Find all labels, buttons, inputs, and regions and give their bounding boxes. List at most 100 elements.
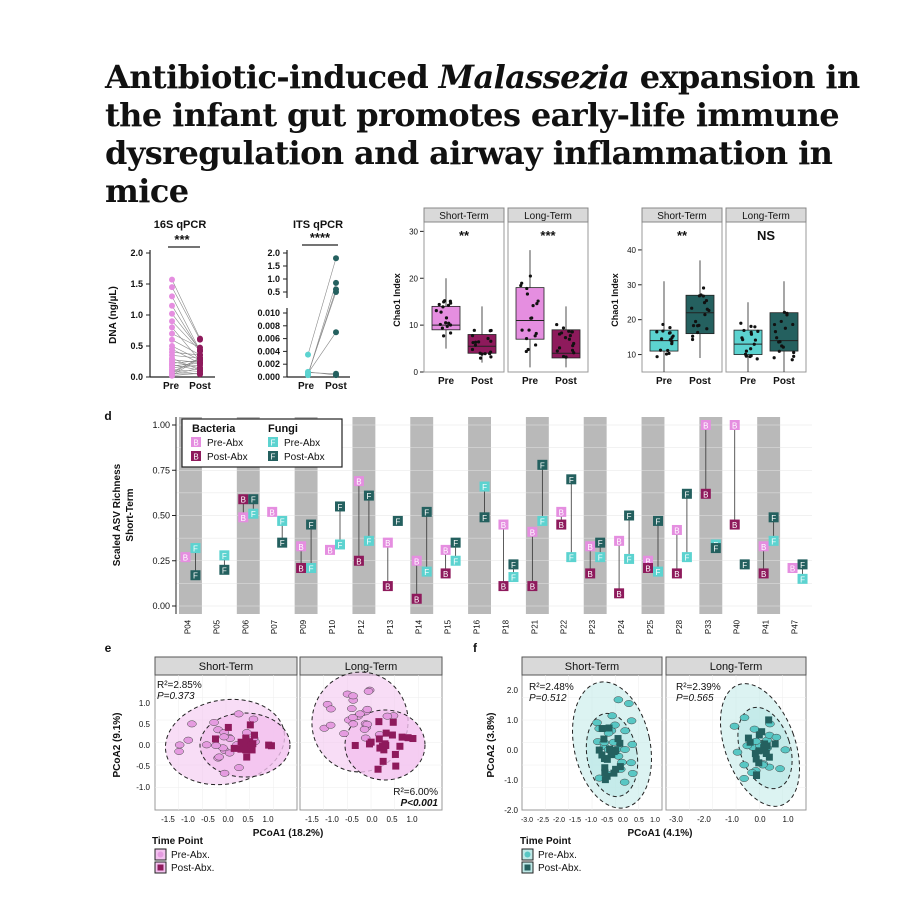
marker-letter: F bbox=[598, 539, 603, 548]
stat-p: P=0.565 bbox=[676, 693, 714, 704]
point-post bbox=[746, 738, 754, 746]
marker-pre-abx bbox=[787, 562, 798, 573]
marker-letter: F bbox=[569, 476, 574, 485]
y-tick-label: -2.0 bbox=[504, 806, 518, 815]
data-point bbox=[489, 355, 493, 359]
x-tick-label: 1.0 bbox=[262, 815, 274, 824]
x-tick-label: -1.0 bbox=[725, 815, 739, 824]
significance-label: ** bbox=[459, 228, 470, 243]
y-tick-label: 2.0 bbox=[507, 686, 519, 695]
data-point bbox=[567, 329, 571, 333]
legend-label: Post-Abx. bbox=[538, 863, 581, 874]
data-point bbox=[658, 348, 663, 352]
panel-d-ylabel: Scaled ASV Richness bbox=[112, 463, 123, 566]
point-post bbox=[392, 762, 400, 770]
data-point bbox=[529, 316, 533, 320]
x-tick-label: P41 bbox=[762, 619, 771, 634]
point-pre bbox=[209, 718, 219, 726]
point-pre bbox=[359, 725, 370, 733]
pre-point bbox=[305, 351, 311, 358]
x-tick-label: P05 bbox=[212, 619, 221, 634]
facet-label: Long-Term bbox=[742, 211, 790, 222]
point-post bbox=[616, 739, 624, 747]
point-post bbox=[605, 724, 613, 732]
marker-post-abx bbox=[248, 494, 259, 505]
data-point bbox=[534, 343, 538, 347]
data-point bbox=[791, 322, 795, 327]
marker-letter: B bbox=[588, 543, 593, 552]
point-post bbox=[404, 734, 412, 742]
data-point bbox=[531, 304, 535, 308]
legend-key-letter: F bbox=[271, 439, 276, 448]
point-pre bbox=[607, 712, 617, 720]
data-point bbox=[446, 303, 451, 307]
y-tick-label: 0.0 bbox=[507, 746, 519, 755]
point-pre bbox=[363, 687, 374, 695]
x-tick-label: P21 bbox=[530, 619, 539, 634]
y-tick-label: 0.5 bbox=[139, 720, 151, 729]
point-post bbox=[246, 721, 254, 729]
data-point bbox=[443, 299, 447, 303]
point-pre bbox=[775, 765, 785, 773]
marker-pre-abx bbox=[681, 552, 692, 563]
marker-letter: F bbox=[684, 554, 689, 563]
x-tick-label: P12 bbox=[357, 619, 366, 634]
x-tick-label: Post bbox=[689, 376, 711, 387]
point-post bbox=[616, 763, 624, 771]
post-point bbox=[197, 370, 203, 377]
pair-line bbox=[307, 291, 337, 374]
data-point bbox=[524, 336, 529, 341]
marker-letter: B bbox=[732, 422, 737, 431]
point-post bbox=[765, 716, 773, 724]
post-point bbox=[197, 364, 203, 371]
data-point bbox=[703, 312, 707, 317]
pair-line bbox=[171, 351, 201, 356]
marker-post-abx bbox=[671, 568, 682, 579]
data-point bbox=[434, 309, 438, 313]
data-point bbox=[696, 330, 700, 335]
marker-pre-abx bbox=[537, 515, 548, 526]
data-point bbox=[486, 336, 490, 341]
marker-pre-abx bbox=[363, 535, 374, 546]
legend-key bbox=[268, 451, 278, 461]
y-tick-label: 1.5 bbox=[130, 279, 143, 289]
marker-letter: F bbox=[222, 552, 227, 561]
marker-post-abx bbox=[277, 537, 288, 548]
panel-e-bacterial-pcoa: e Short-Term R²=2.85%P=0.373 Long-Term R²=6.… bbox=[105, 641, 443, 874]
y-tick-label: -0.5 bbox=[136, 762, 150, 771]
point-post bbox=[771, 740, 779, 748]
marker-post-abx bbox=[595, 537, 606, 548]
y-tick-label: 1.0 bbox=[139, 699, 151, 708]
marker-pre-abx bbox=[595, 552, 606, 563]
facet-label: Short-Term bbox=[657, 211, 706, 222]
data-point bbox=[777, 349, 781, 353]
data-point bbox=[753, 325, 757, 329]
y-tick-label: 0.00 bbox=[152, 601, 170, 611]
marker-letter: F bbox=[482, 483, 487, 492]
point-pre bbox=[729, 722, 740, 730]
x-tick-label: -0.5 bbox=[201, 815, 215, 824]
marker-pre-abx bbox=[566, 552, 577, 563]
data-point bbox=[690, 306, 694, 310]
data-point bbox=[444, 321, 448, 325]
pair-line bbox=[171, 355, 201, 359]
marker-letter: B bbox=[761, 570, 766, 579]
x-tick-label: Post bbox=[189, 381, 211, 392]
marker-pre-abx bbox=[527, 526, 538, 537]
data-point bbox=[476, 340, 481, 344]
point-pre bbox=[592, 719, 602, 727]
marker-post-abx bbox=[508, 559, 519, 570]
data-point bbox=[445, 324, 449, 329]
panel-c-ylabel: Chao1 Index bbox=[392, 273, 402, 327]
y-tick-label: 0.5 bbox=[267, 287, 280, 297]
data-point bbox=[478, 356, 483, 360]
marker-post-abx bbox=[238, 494, 249, 505]
marker-letter: B bbox=[298, 564, 303, 573]
marker-post-abx bbox=[556, 519, 567, 530]
marker-letter: F bbox=[251, 510, 256, 519]
marker-pre-abx bbox=[671, 524, 682, 535]
marker-letter: B bbox=[327, 546, 332, 555]
marker-post-abx bbox=[382, 581, 393, 592]
x-tick-label: P13 bbox=[386, 619, 395, 634]
y-tick-label: 2.0 bbox=[267, 248, 280, 258]
